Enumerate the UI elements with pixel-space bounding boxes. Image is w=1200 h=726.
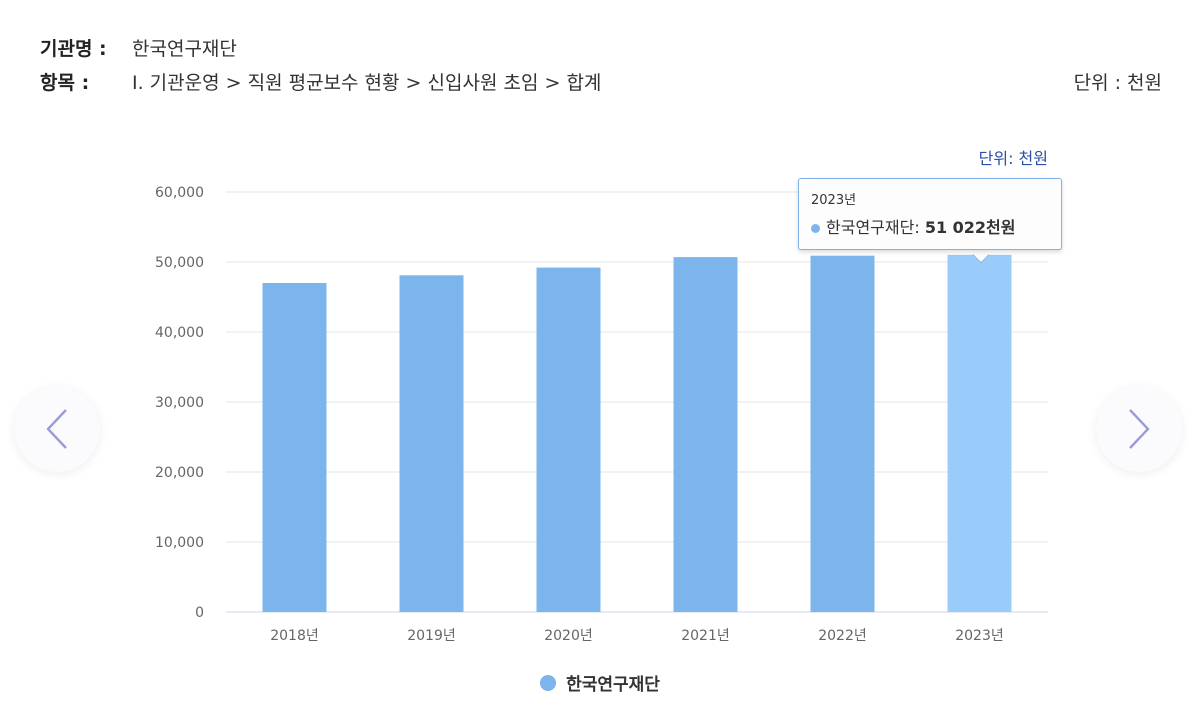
y-tick-label: 50,000 — [155, 255, 204, 271]
org-value: 한국연구재단 — [132, 38, 237, 60]
org-row: 기관명 : 한국연구재단 — [40, 34, 237, 61]
item-value: I. 기관운영 > 직원 평균보수 현황 > 신입사원 초임 > 합계 — [132, 72, 601, 94]
legend-label: 한국연구재단 — [566, 670, 660, 695]
x-tick-label: 2019년 — [407, 628, 456, 644]
x-tick-label: 2022년 — [818, 628, 867, 644]
bar — [537, 268, 601, 612]
y-tick-label: 60,000 — [155, 185, 204, 201]
item-row: 항목 : I. 기관운영 > 직원 평균보수 현황 > 신입사원 초임 > 합계 — [40, 68, 601, 95]
tooltip-series-name: 한국연구재단 — [826, 218, 914, 237]
y-tick-label: 20,000 — [155, 465, 204, 481]
y-tick-label: 10,000 — [155, 535, 204, 551]
x-tick-label: 2020년 — [544, 628, 593, 644]
chart-tooltip: 2023년 한국연구재단: 51 022천원 — [798, 178, 1062, 250]
bar — [400, 275, 464, 612]
x-tick-label: 2021년 — [681, 628, 730, 644]
chevron-right-icon — [1124, 407, 1154, 451]
tooltip-series-dot — [811, 224, 820, 233]
bar — [263, 283, 327, 612]
org-label: 기관명 : — [40, 34, 132, 61]
tooltip-year: 2023년 — [811, 189, 1049, 208]
bar — [948, 255, 1012, 612]
prev-chart-button[interactable] — [14, 386, 100, 472]
tooltip-value: 51 022천원 — [925, 218, 1016, 237]
chevron-left-icon — [42, 407, 72, 451]
chart-area: 단위: 천원 0 10,000 20,000 30,000 40,000 50,000 60,… — [0, 128, 1200, 726]
next-chart-button[interactable] — [1096, 386, 1182, 472]
legend-dot — [540, 675, 556, 691]
y-tick-label: 30,000 — [155, 395, 204, 411]
y-tick-label: 40,000 — [155, 325, 204, 341]
y-tick-label: 0 — [195, 605, 204, 621]
x-tick-label: 2023년 — [955, 628, 1004, 644]
item-label: 항목 : — [40, 68, 132, 95]
header-panel: 기관명 : 한국연구재단 항목 : I. 기관운영 > 직원 평균보수 현황 > 신… — [0, 0, 1200, 128]
bar — [674, 257, 738, 612]
header-unit: 단위 : 천원 — [1074, 68, 1162, 95]
tooltip-body: 한국연구재단: 51 022천원 — [811, 214, 1049, 238]
bar — [811, 256, 875, 612]
x-tick-label: 2018년 — [270, 628, 319, 644]
chart-unit-label: 단위: 천원 — [979, 149, 1048, 168]
chart-legend[interactable]: 한국연구재단 — [0, 670, 1200, 695]
